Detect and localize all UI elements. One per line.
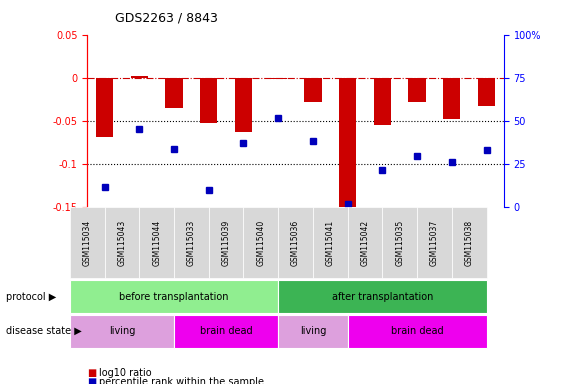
Text: protocol ▶: protocol ▶ xyxy=(6,291,56,302)
Text: living: living xyxy=(300,326,326,336)
Text: living: living xyxy=(109,326,135,336)
Text: GDS2263 / 8843: GDS2263 / 8843 xyxy=(115,12,218,25)
Text: GSM115037: GSM115037 xyxy=(430,220,439,266)
Bar xyxy=(374,78,391,125)
Bar xyxy=(478,78,495,106)
Bar xyxy=(235,78,252,132)
Text: GSM115036: GSM115036 xyxy=(291,220,300,266)
Text: ■: ■ xyxy=(87,368,96,378)
Text: percentile rank within the sample: percentile rank within the sample xyxy=(99,377,263,384)
Text: brain dead: brain dead xyxy=(391,326,444,336)
Text: GSM115043: GSM115043 xyxy=(118,220,127,266)
Text: before transplantation: before transplantation xyxy=(119,291,229,302)
Bar xyxy=(443,78,461,119)
Bar xyxy=(304,78,321,102)
Text: GSM115041: GSM115041 xyxy=(326,220,335,266)
Bar xyxy=(339,78,356,212)
Bar xyxy=(270,78,287,79)
Text: GSM115040: GSM115040 xyxy=(256,220,265,266)
Text: GSM115035: GSM115035 xyxy=(395,220,404,266)
Text: after transplantation: after transplantation xyxy=(332,291,433,302)
Bar xyxy=(200,78,217,123)
Text: GSM115038: GSM115038 xyxy=(464,220,473,266)
Text: GSM115034: GSM115034 xyxy=(83,220,92,266)
Text: GSM115039: GSM115039 xyxy=(222,220,231,266)
Text: GSM115042: GSM115042 xyxy=(360,220,369,266)
Text: GSM115033: GSM115033 xyxy=(187,220,196,266)
Bar xyxy=(166,78,183,108)
Text: ■: ■ xyxy=(87,377,96,384)
Text: brain dead: brain dead xyxy=(200,326,252,336)
Bar xyxy=(408,78,426,102)
Text: disease state ▶: disease state ▶ xyxy=(6,326,82,336)
Text: log10 ratio: log10 ratio xyxy=(99,368,151,378)
Bar xyxy=(131,76,148,78)
Bar xyxy=(96,78,113,137)
Text: GSM115044: GSM115044 xyxy=(152,220,161,266)
